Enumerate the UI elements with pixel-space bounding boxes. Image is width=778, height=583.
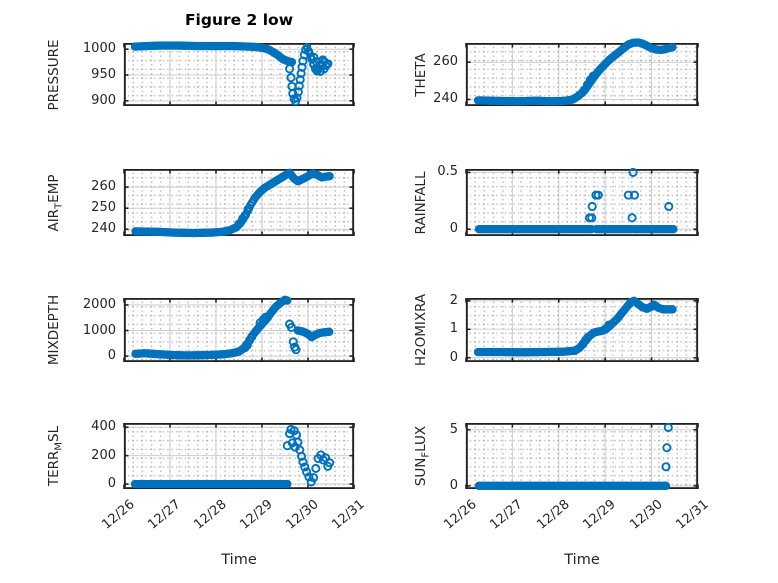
plot-canvas bbox=[123, 295, 355, 363]
axes-border bbox=[465, 42, 698, 107]
y-tick-label: 260 bbox=[91, 179, 116, 195]
y-axis-label-text: THETA bbox=[413, 52, 429, 97]
x-tick-label: 12/29 bbox=[580, 497, 619, 533]
plot-canvas bbox=[465, 167, 699, 236]
y-tick-label: 240 bbox=[433, 91, 458, 107]
y-tick-label: 400 bbox=[91, 419, 116, 435]
y-tick-label: 0 bbox=[449, 221, 458, 237]
y-axis-label-text: H2OMIXRA bbox=[413, 293, 429, 367]
y-tick-label: 1 bbox=[449, 321, 458, 337]
x-tick-label: 12/26 bbox=[99, 497, 138, 533]
y-tick-label: 0.5 bbox=[437, 164, 458, 180]
x-tick-label: 12/28 bbox=[534, 497, 573, 533]
x-tick-label: 12/26 bbox=[441, 497, 480, 533]
y-axis-label-text: LUX bbox=[413, 425, 429, 452]
plot-canvas bbox=[123, 41, 355, 107]
tick-marks bbox=[465, 423, 699, 489]
y-axis-label: SUNFLUX bbox=[411, 376, 432, 536]
axes-border bbox=[123, 297, 354, 363]
scatter-series bbox=[474, 422, 673, 491]
x-tick-label: 12/27 bbox=[145, 497, 184, 533]
y-tick-label: 5 bbox=[449, 421, 458, 437]
subplot-theta bbox=[465, 38, 699, 107]
scatter-series bbox=[473, 296, 677, 357]
y-axis-label-subscript: T bbox=[53, 202, 65, 209]
y-tick-label: 0 bbox=[107, 348, 116, 364]
scatter-series bbox=[131, 295, 334, 360]
y-tick-label: 240 bbox=[91, 221, 116, 237]
x-axis-title-left: Time bbox=[221, 552, 257, 568]
x-tick-label: 12/27 bbox=[487, 497, 527, 533]
y-tick-label: 0 bbox=[449, 349, 458, 365]
plot-canvas bbox=[465, 296, 699, 363]
scatter-series bbox=[130, 424, 335, 489]
y-axis-label-text: SUN bbox=[413, 457, 429, 487]
y-tick-label: 2 bbox=[449, 292, 458, 308]
x-axis-title-right: Time bbox=[564, 552, 600, 568]
subplot-terr_msl bbox=[123, 422, 355, 489]
y-tick-label: 1000 bbox=[82, 41, 116, 57]
major-gridlines bbox=[465, 423, 699, 489]
subplot-air_temp bbox=[123, 168, 355, 238]
scatter-series bbox=[131, 168, 334, 238]
x-tick-label: 12/29 bbox=[237, 497, 276, 533]
y-tick-label: 0 bbox=[107, 476, 116, 492]
y-axis-label: TERRMSL bbox=[44, 376, 65, 536]
plot-background bbox=[124, 169, 354, 236]
y-tick-label: 0 bbox=[449, 477, 458, 493]
plot-canvas bbox=[465, 422, 699, 491]
plot-background bbox=[466, 423, 698, 489]
y-tick-label: 950 bbox=[91, 67, 116, 83]
x-tick-label: 12/31 bbox=[673, 497, 712, 533]
plot-canvas bbox=[123, 168, 355, 238]
y-axis-label-text: RAINFALL bbox=[413, 171, 429, 234]
y-axis-label-text: MIXDEPTH bbox=[46, 294, 62, 366]
x-tick-label: 12/31 bbox=[329, 497, 368, 533]
y-axis-label-text: EMP bbox=[46, 173, 62, 203]
scatter-series bbox=[130, 41, 333, 106]
y-tick-label: 1000 bbox=[82, 322, 116, 338]
y-tick-label: 900 bbox=[91, 92, 116, 108]
subplot-rainfall bbox=[465, 167, 699, 236]
plot-background bbox=[466, 169, 698, 236]
subplot-pressure bbox=[123, 41, 355, 107]
plot-canvas bbox=[123, 422, 355, 489]
figure-title: Figure 2 low bbox=[184, 11, 294, 29]
y-tick-label: 2000 bbox=[82, 296, 116, 312]
axes-border bbox=[465, 297, 698, 363]
y-tick-label: 260 bbox=[433, 54, 458, 70]
x-tick-label: 12/30 bbox=[626, 497, 666, 533]
axes-border bbox=[465, 168, 698, 236]
subplot-sun_flux bbox=[465, 422, 699, 491]
plot-canvas bbox=[465, 38, 699, 107]
y-axis-label-text: TERR bbox=[46, 450, 62, 487]
y-axis-label-subscript: M bbox=[53, 441, 65, 451]
subplot-mixdepth bbox=[123, 295, 355, 363]
axes-border bbox=[123, 168, 354, 236]
subplot-h2omixra bbox=[465, 296, 699, 363]
y-axis-label-subscript: F bbox=[420, 451, 432, 458]
y-tick-label: 250 bbox=[91, 200, 116, 216]
y-tick-label: 200 bbox=[91, 447, 116, 463]
y-axis-label-text: SL bbox=[46, 425, 62, 442]
axes-border bbox=[465, 422, 698, 489]
y-axis-label-text: PRESSURE bbox=[46, 39, 62, 110]
scatter-series bbox=[474, 167, 678, 234]
x-tick-label: 12/30 bbox=[283, 497, 322, 533]
x-tick-label: 12/28 bbox=[191, 497, 230, 533]
y-axis-label-text: AIR bbox=[46, 208, 62, 232]
scatter-series bbox=[473, 38, 677, 106]
